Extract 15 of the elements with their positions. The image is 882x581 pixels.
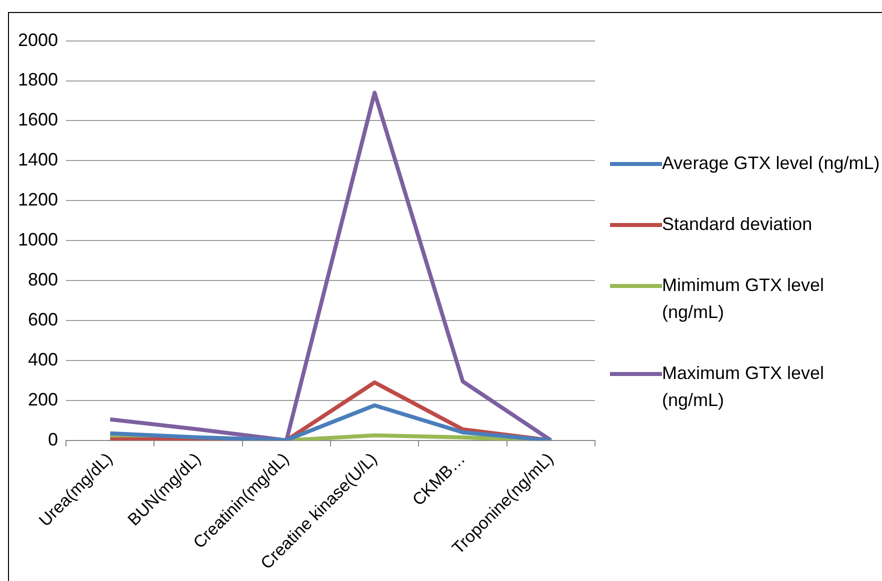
y-tick-label: 200 [28, 389, 58, 410]
y-tick-label: 1800 [18, 70, 58, 90]
y-tick-label: 1600 [18, 110, 58, 130]
y-tick-label: 400 [28, 349, 58, 370]
legend-label: Maximum GTX level (ng/mL) [662, 362, 826, 412]
legend-label: Mimimum GTX level (ng/mL) [662, 274, 826, 324]
y-tick-label: 1200 [18, 190, 58, 210]
y-tick-label: 600 [28, 309, 58, 330]
y-tick-label: 0 [48, 429, 58, 450]
y-tick-label: 1000 [18, 230, 58, 250]
y-tick-label: 1400 [18, 150, 58, 170]
legend-label: Standard deviation [662, 213, 812, 236]
legend-label: Average GTX level (ng/mL) [662, 152, 880, 175]
y-tick-label: 800 [28, 269, 58, 290]
y-tick-label: 2000 [18, 30, 58, 50]
